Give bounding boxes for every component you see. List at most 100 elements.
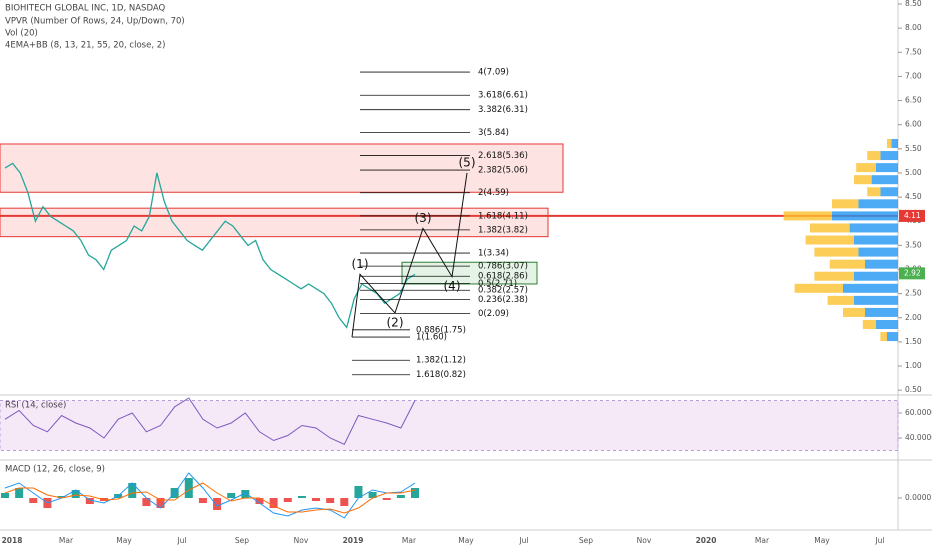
time-label: Jul [518, 536, 528, 545]
price-tick-label: 0.50 [905, 385, 922, 394]
rsi-tick-label: 60.0000 [905, 408, 932, 417]
vp-up [865, 259, 898, 269]
macd-bar [297, 496, 306, 498]
vp-down [862, 319, 876, 329]
vp-up [876, 319, 898, 329]
vp-down [810, 223, 850, 233]
vp-down [805, 235, 854, 245]
vp-up [891, 138, 898, 148]
fib-label: 0.5(2.71) [478, 279, 517, 289]
vp-down [814, 247, 859, 257]
macd-label: MACD (12, 26, close, 9) [5, 465, 105, 475]
macd-bar [156, 498, 165, 508]
time-label: Nov [637, 536, 652, 545]
price-tick-label: 7.00 [905, 71, 922, 80]
vp-up [880, 151, 898, 161]
time-label: Mar [59, 536, 74, 545]
indicator-label: 4EMA+BB (8, 13, 21, 55, 20, close, 2) [5, 41, 165, 51]
vp-down [880, 332, 887, 342]
vp-down [829, 259, 865, 269]
fib-label: 1.618(0.82) [416, 370, 466, 380]
macd-bar [368, 492, 377, 498]
time-label: 2018 [2, 536, 23, 545]
fib-label: 3.382(6.31) [478, 105, 528, 115]
vp-up [832, 211, 898, 221]
macd-bar [128, 483, 137, 498]
fib-label: 0.886(1.75) [416, 325, 466, 335]
macd-bar [85, 498, 94, 504]
macd-bar [340, 498, 349, 506]
macd-bar [241, 490, 250, 498]
vp-down [814, 271, 854, 281]
supply-zone [0, 207, 549, 238]
macd-bar [312, 498, 321, 501]
fib-label: 1.618(4.11) [478, 211, 528, 221]
vp-down [856, 163, 876, 173]
price-tick-label: 6.50 [905, 96, 922, 105]
supply-zone [0, 143, 564, 193]
vp-down [832, 199, 859, 209]
wave-label: (3) [415, 211, 432, 225]
macd-bar [213, 498, 222, 510]
rsi-tick-label: 40.0000 [905, 433, 932, 442]
time-label: Jul [874, 536, 884, 545]
vp-up [871, 175, 898, 185]
macd-bar [255, 498, 264, 504]
fib-label: 0.382(2.57) [478, 286, 528, 296]
macd-bar [198, 498, 207, 503]
time-label: Jul [176, 536, 186, 545]
time-label: May [458, 536, 474, 545]
vp-up [865, 307, 898, 317]
macd-bar [382, 498, 391, 500]
price-badge-label: 2.92 [904, 268, 921, 277]
time-label: Mar [755, 536, 770, 545]
fib-label: 2.382(5.06) [478, 166, 528, 176]
macd-bar [411, 488, 419, 498]
vp-up [880, 187, 898, 197]
fib-label: 2.618(5.36) [478, 151, 528, 161]
vp-up [849, 223, 898, 233]
vp-up [876, 163, 898, 173]
macd-bar [1, 493, 9, 498]
price-tick-label: 3.50 [905, 240, 922, 249]
price-badge-label: 4.11 [904, 211, 921, 220]
macd-bar [227, 493, 236, 498]
price-badge [899, 267, 925, 280]
fib-label: 3.618(6.61) [478, 91, 528, 101]
wave-label: (1) [352, 257, 369, 271]
time-label: Nov [294, 536, 309, 545]
price-line [4, 162, 416, 329]
time-label: May [814, 536, 830, 545]
indicator-label: VPVR (Number Of Rows, 24, Up/Down, 70) [5, 17, 185, 27]
price-tick-label: 2.50 [905, 289, 922, 298]
fib-label: 2(4.59) [478, 188, 509, 198]
vp-down [887, 138, 892, 148]
wave-label: (4) [444, 279, 461, 293]
rsi-label: RSI (14, close) [5, 401, 66, 411]
vp-up [843, 283, 898, 293]
fib-label: 0.236(2.38) [478, 295, 528, 305]
macd-bar [57, 496, 66, 498]
fib-label: 0(2.09) [478, 309, 509, 319]
rsi-line [4, 397, 416, 445]
fib-label: 0.786(3.07) [478, 262, 528, 272]
fib-label: 0.618(2.86) [478, 272, 528, 282]
fib-label: 1(1.60) [416, 333, 447, 343]
vp-down [794, 283, 843, 293]
vp-up [887, 332, 898, 342]
vp-down [827, 295, 854, 305]
time-label: Sep [235, 536, 249, 545]
price-tick-label: 8.00 [905, 23, 922, 32]
vp-up [854, 235, 898, 245]
macd-bar [269, 498, 278, 508]
price-tick-label: 6.00 [905, 120, 922, 129]
macd-bar [354, 486, 363, 498]
price-tick-label: 1.50 [905, 337, 922, 346]
price-tick-label: 5.00 [905, 168, 922, 177]
fib-label: 1.382(1.12) [416, 356, 466, 366]
macd-bar [184, 478, 193, 498]
chart-title: BIOHITECH GLOBAL INC, 1D, NASDAQ [5, 4, 166, 14]
price-tick-label: 2.00 [905, 313, 922, 322]
